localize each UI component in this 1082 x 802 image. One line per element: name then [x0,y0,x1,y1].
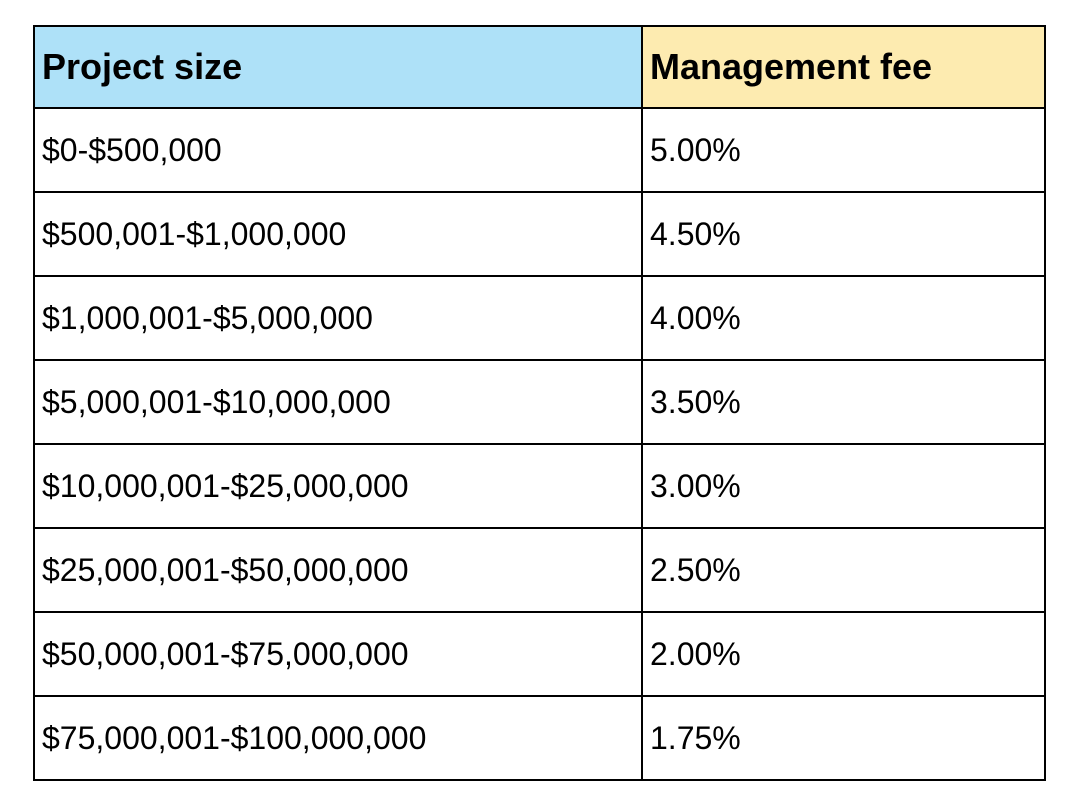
header-project-size: Project size [33,25,643,109]
table-row: $500,001-$1,000,000 4.50% [33,191,1046,277]
project-size-cell: $1,000,001-$5,000,000 [33,275,643,361]
management-fee-cell: 3.00% [641,443,1046,529]
table-row: $10,000,001-$25,000,000 3.00% [33,443,1046,529]
project-size-cell: $75,000,001-$100,000,000 [33,695,643,781]
management-fee-cell: 2.00% [641,611,1046,697]
table-row: $1,000,001-$5,000,000 4.00% [33,275,1046,361]
management-fee-table: Project size Management fee $0-$500,000 … [33,25,1046,781]
table-row: $50,000,001-$75,000,000 2.00% [33,611,1046,697]
project-size-cell: $5,000,001-$10,000,000 [33,359,643,445]
table-row: $75,000,001-$100,000,000 1.75% [33,695,1046,781]
table-row: $5,000,001-$10,000,000 3.50% [33,359,1046,445]
table-row: $0-$500,000 5.00% [33,107,1046,193]
management-fee-cell: 5.00% [641,107,1046,193]
project-size-cell: $25,000,001-$50,000,000 [33,527,643,613]
management-fee-cell: 4.00% [641,275,1046,361]
management-fee-cell: 4.50% [641,191,1046,277]
project-size-cell: $50,000,001-$75,000,000 [33,611,643,697]
table-row: $25,000,001-$50,000,000 2.50% [33,527,1046,613]
project-size-cell: $0-$500,000 [33,107,643,193]
management-fee-cell: 2.50% [641,527,1046,613]
project-size-cell: $10,000,001-$25,000,000 [33,443,643,529]
management-fee-cell: 3.50% [641,359,1046,445]
header-management-fee: Management fee [641,25,1046,109]
table-header-row: Project size Management fee [33,25,1046,109]
management-fee-cell: 1.75% [641,695,1046,781]
project-size-cell: $500,001-$1,000,000 [33,191,643,277]
